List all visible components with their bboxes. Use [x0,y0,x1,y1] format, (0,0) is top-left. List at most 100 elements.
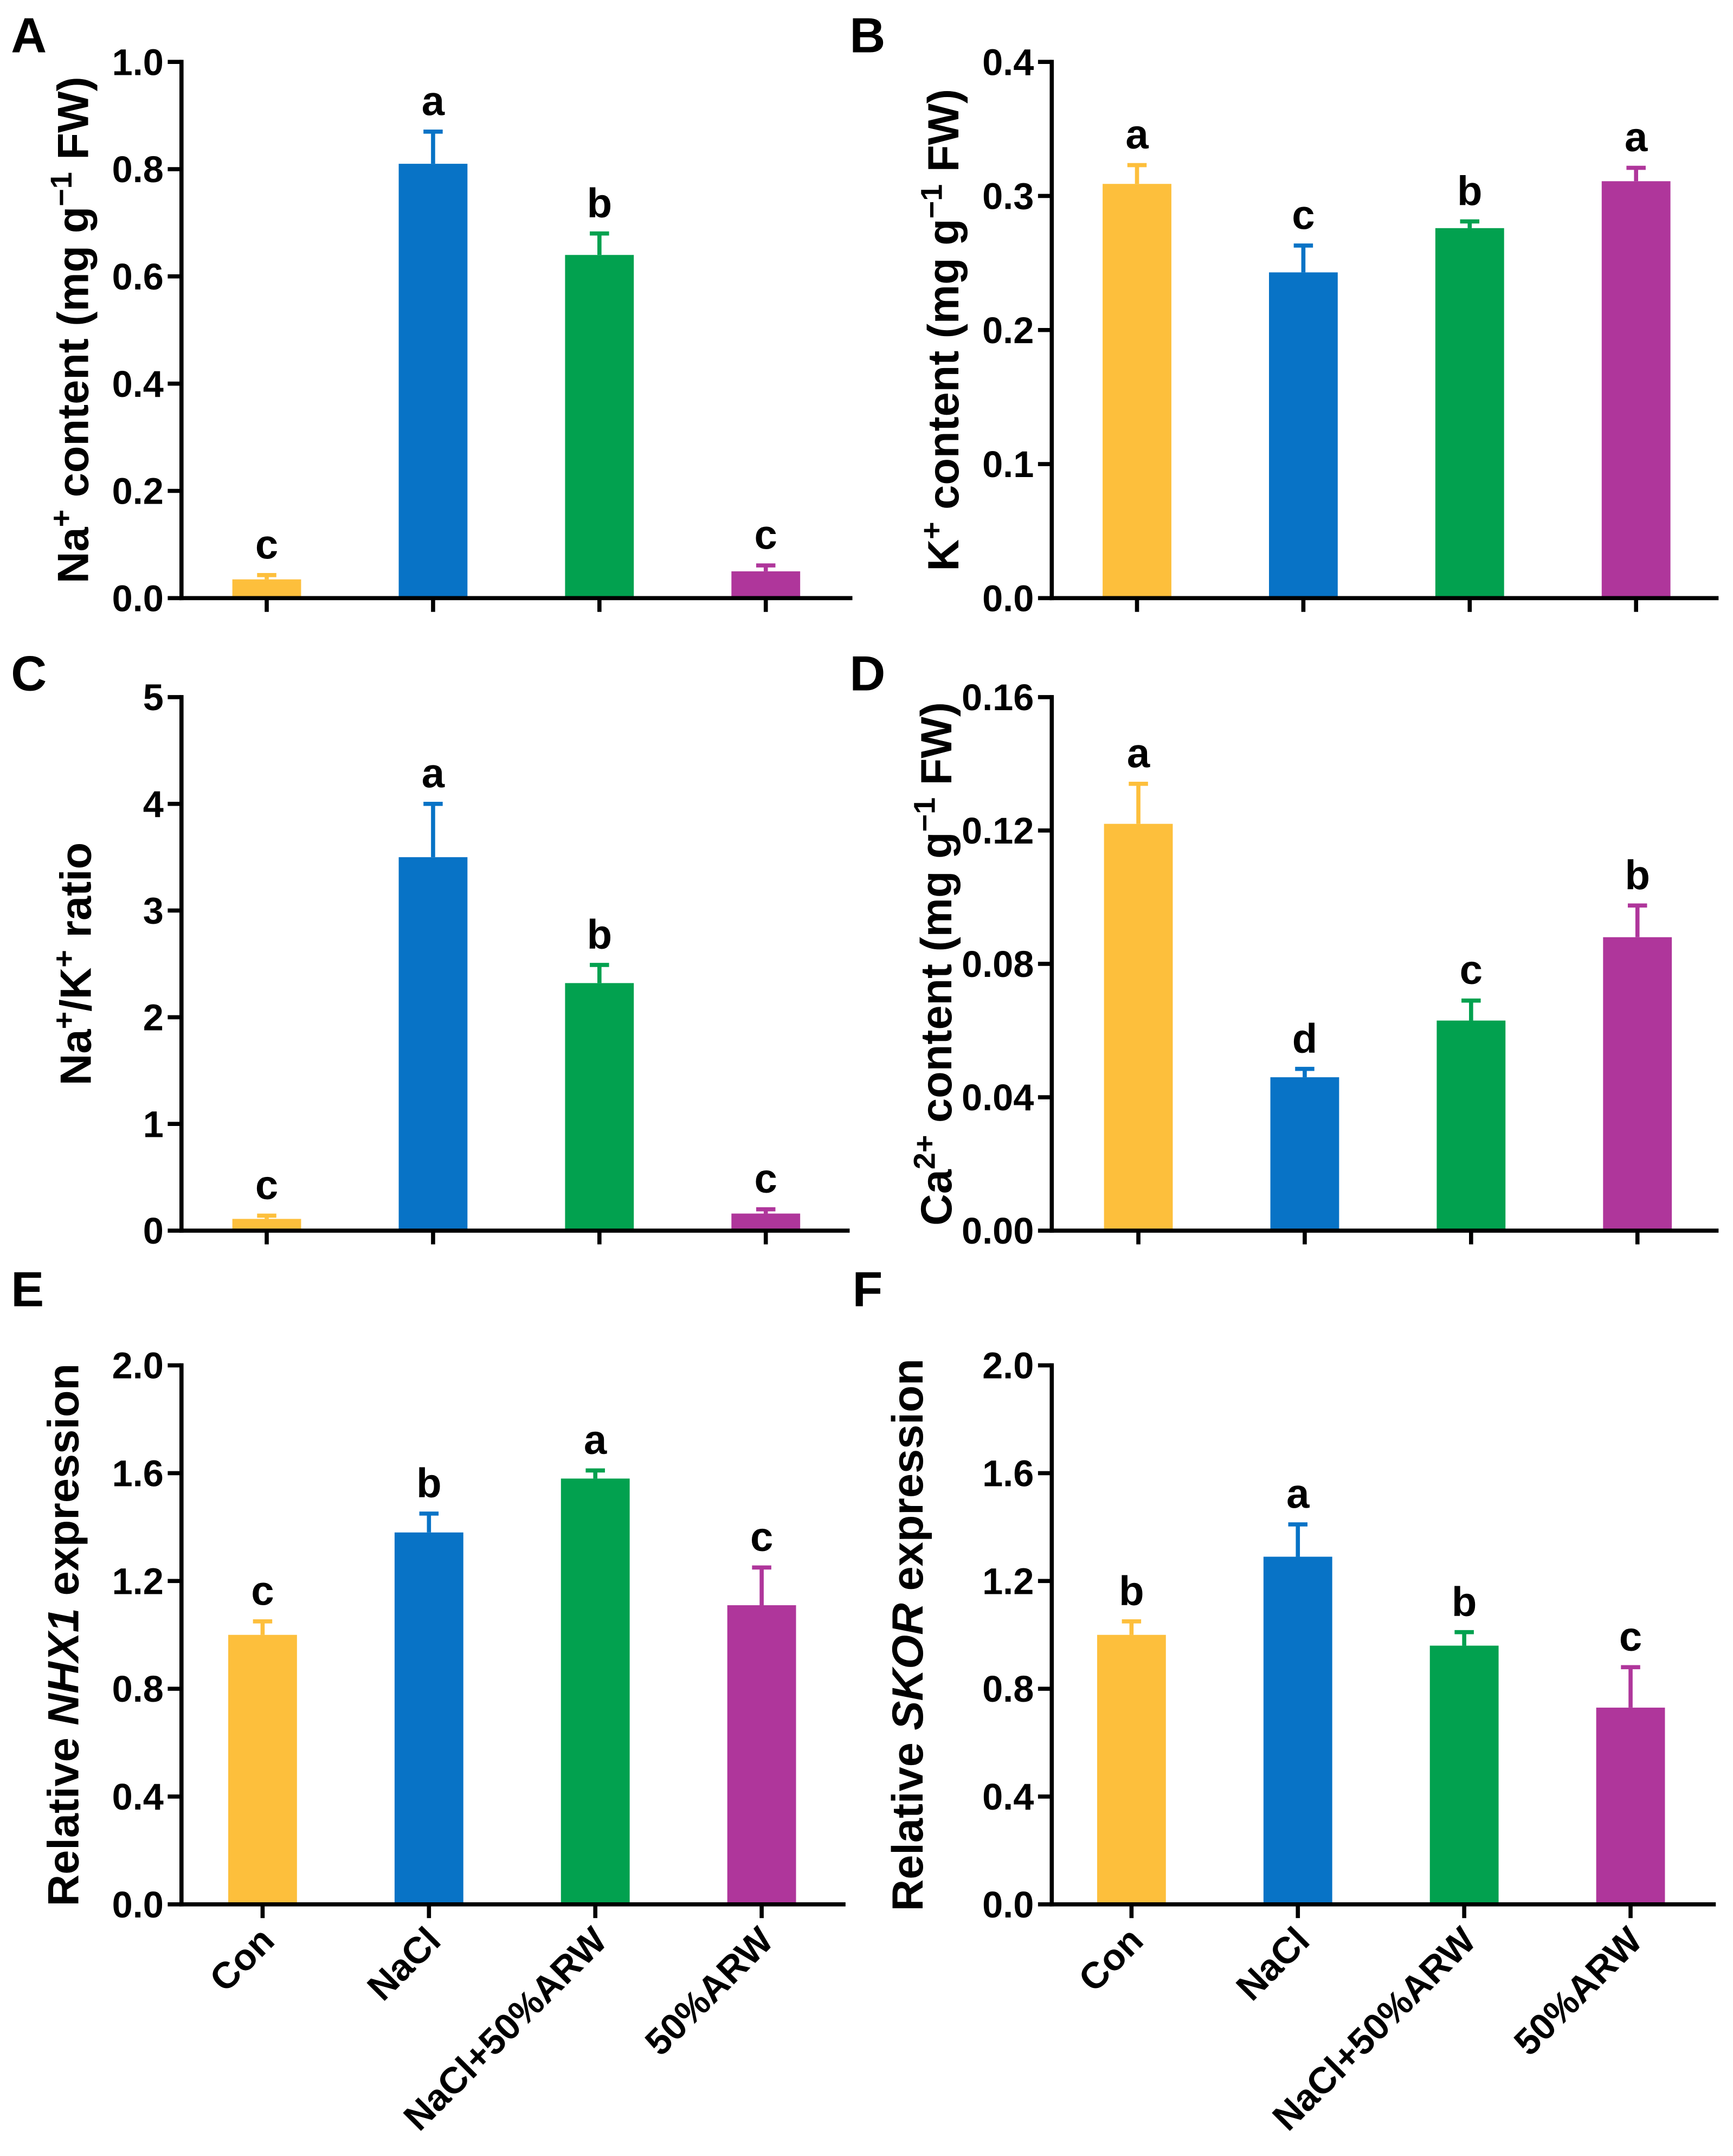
panel-label: F [853,1262,883,1317]
error-bar-nacl-plus-arw [1454,1630,1474,1646]
significance-letter: b [587,912,612,958]
y-axis-title: Na+/K+ ratio [47,842,100,1085]
y-axis-title-part: content (mg g [912,832,961,1135]
bar-nacl-plus-arw [1436,1020,1506,1231]
significance-letter: c [755,512,777,558]
y-axis-title-part: content (mg g [919,218,968,522]
y-tick-label: 0.4 [982,1776,1034,1818]
error-bar-nacl-plus-arw [1460,219,1480,228]
panel-b: Ba c b a 0.0 0.1 0.2 0.3 0.4 K+ content (mg g−1 F… [849,8,1719,619]
bar-nacl [398,164,468,598]
y-axis-title-part: /K [51,968,100,1012]
error-bar-nacl [1295,1066,1315,1078]
significance-letter: c [255,1162,278,1208]
x-tick-label: Con [1071,1919,1151,2000]
y-tick-label: 1 [143,1103,164,1145]
error-bar-arw [1621,1665,1640,1708]
y-tick-label: 2.0 [982,1345,1034,1387]
y-axis-title-superscript: −1 [44,172,78,207]
bar-nacl-plus-arw [561,1478,630,1904]
significance-letter: b [1119,1568,1144,1614]
error-bar-nacl-plus-arw [585,1468,605,1479]
y-tick-label: 0.04 [962,1077,1034,1118]
significance-letter: a [1625,114,1648,160]
y-tick-label: 0.00 [962,1210,1034,1252]
y-tick-label: 0.0 [982,577,1034,619]
bar-con [1104,823,1173,1231]
y-axis-title: Relative NHX1 expression [40,1363,88,1906]
significance-letter: c [750,1514,773,1560]
error-bar-arw [1626,165,1646,182]
y-tick-label: 0.2 [982,310,1034,351]
bar-con [228,1634,297,1904]
y-tick-label: 0.2 [112,471,164,512]
panel-label: A [11,8,47,63]
y-axis-title-part: expression [40,1363,88,1608]
bar-nacl [1263,1556,1332,1904]
significance-letter: c [1619,1614,1642,1660]
bar-con [232,1219,301,1231]
error-bar-nacl-plus-arw [590,963,609,983]
significance-letter: a [422,750,445,796]
y-tick-label: 0.8 [982,1668,1034,1710]
error-bar-nacl [423,129,443,164]
bar-nacl-plus-arw [1435,228,1504,598]
error-bar-con [1122,1619,1142,1635]
bar-nacl [398,857,468,1231]
error-bar-nacl [1293,243,1313,273]
significance-letter: a [1125,112,1149,158]
bar-arw [1596,1707,1665,1904]
y-axis-title: K+ content (mg g−1 FW) [914,89,968,571]
y-axis-title-part: FW) [912,702,961,797]
error-bar-arw [756,1207,776,1214]
x-tick-label: 50%ARW [637,1919,781,2063]
y-tick-label: 0.4 [112,363,164,405]
y-tick-label: 0.8 [112,149,164,190]
x-tick-label: NaCl [359,1919,449,2009]
error-bar-arw [752,1565,771,1606]
significance-letter: b [416,1460,441,1507]
y-tick-label: 1.6 [982,1453,1034,1495]
error-bar-arw [756,563,776,571]
y-tick-label: 0.12 [962,810,1034,852]
significance-letter: b [1457,168,1482,214]
y-tick-label: 0.0 [112,1884,164,1926]
bar-nacl [1270,1077,1339,1231]
significance-letter: a [422,78,445,124]
error-bar-nacl-plus-arw [1461,998,1481,1021]
y-axis-title-part: expression [884,1359,932,1603]
y-axis-title-superscript: −1 [907,797,942,832]
significance-letter: b [587,180,612,226]
y-tick-label: 0.3 [982,176,1034,217]
bar-arw [1601,181,1671,598]
y-axis-title-part: Na [51,1029,100,1086]
y-tick-label: 0.1 [982,443,1034,485]
bar-arw [1603,937,1672,1231]
bar-con [1097,1634,1166,1904]
y-axis-title-part: Na [49,527,98,584]
y-axis-title-part: ratio [51,842,100,950]
panel-label: C [11,646,47,701]
y-tick-label: 0.4 [982,41,1034,83]
error-bar-nacl-plus-arw [590,231,609,255]
bar-con [232,579,301,598]
y-axis-title-part: NHX1 [40,1608,88,1725]
y-tick-label: 1.2 [982,1560,1034,1602]
y-axis-title-superscript: −1 [914,184,948,219]
significance-letter: c [1292,192,1315,239]
y-tick-label: 0.0 [982,1884,1034,1926]
y-axis-title-part: Relative [884,1730,932,1912]
y-axis-title: Ca2+ content (mg g−1 FW) [907,702,961,1226]
error-bar-con [257,1213,276,1219]
error-bar-nacl [419,1511,439,1533]
y-tick-label: 1.0 [112,41,164,83]
y-axis-title-part: Ca [912,1169,961,1226]
y-tick-label: 0.0 [112,577,164,619]
y-axis-title-part: K [919,539,968,571]
error-bar-arw [1627,903,1647,937]
error-bar-con [253,1619,273,1635]
x-tick-label: 50%ARW [1506,1919,1650,2063]
bar-con [1103,184,1171,598]
